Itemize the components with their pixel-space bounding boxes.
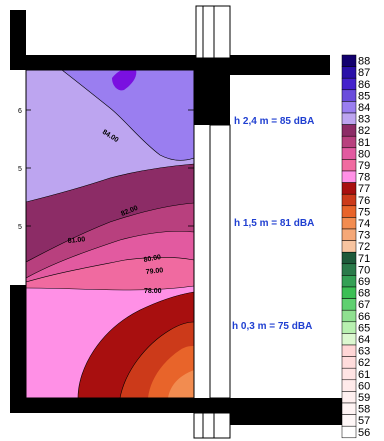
legend-label: 80 <box>358 148 370 160</box>
legend-swatch <box>341 321 357 334</box>
legend-label: 75 <box>358 206 370 218</box>
legend-label: 66 <box>358 311 370 323</box>
region-86 <box>112 70 137 91</box>
legend-label: 87 <box>358 67 370 79</box>
legend-swatch <box>341 182 357 195</box>
legend-swatch <box>341 333 357 346</box>
y-tick-label: 6 <box>18 108 22 115</box>
legend-swatch <box>341 391 357 404</box>
annotation-label: h 0,3 m = 75 dBA <box>232 321 312 332</box>
legend-label: 74 <box>358 218 370 230</box>
blob <box>88 293 104 302</box>
region-74 <box>168 370 194 398</box>
legend-swatch <box>341 367 357 381</box>
legend-swatch <box>341 193 357 207</box>
legend-swatch <box>341 54 357 67</box>
color-legend: 8887868584838281807978777675747372717069… <box>341 54 370 439</box>
legend-label: 78 <box>358 172 370 184</box>
contour-lines <box>26 70 194 398</box>
wall-column <box>193 5 231 439</box>
legend-label: 58 <box>358 404 370 416</box>
legend-swatch <box>341 147 357 160</box>
legend-label: 59 <box>358 392 370 404</box>
legend-label: 71 <box>358 253 370 265</box>
legend-swatch <box>341 101 357 114</box>
legend-swatch <box>341 170 357 183</box>
legend-swatch <box>341 228 357 241</box>
legend-label: 73 <box>358 230 370 242</box>
legend-label: 60 <box>358 380 370 392</box>
legend-label: 70 <box>358 264 370 276</box>
legend-swatch <box>341 77 357 91</box>
legend-swatch <box>341 402 357 415</box>
legend-label: 81 <box>358 137 370 149</box>
building-section <box>10 10 350 425</box>
y-tick-label: 5 <box>18 224 22 231</box>
legend-label: 82 <box>358 125 370 137</box>
legend-label: 77 <box>358 183 370 195</box>
legend-label: 84 <box>358 102 370 114</box>
legend-swatch <box>341 251 357 265</box>
legend-label: 67 <box>358 299 370 311</box>
legend-swatch <box>341 344 357 357</box>
legend-label: 79 <box>358 160 370 172</box>
legend-swatch <box>341 298 357 311</box>
contour-label: 81.00 <box>67 236 85 245</box>
legend-label: 69 <box>358 276 370 288</box>
legend-label: 57 <box>358 415 370 427</box>
legend-swatch <box>341 124 357 137</box>
legend-swatch <box>341 356 357 369</box>
legend-label: 65 <box>358 322 370 334</box>
legend-swatch <box>341 275 357 288</box>
legend-label: 85 <box>358 90 370 102</box>
legend-swatch <box>341 379 357 392</box>
legend-label: 56 <box>358 427 370 439</box>
legend-swatch <box>341 66 357 79</box>
legend-swatch <box>341 135 357 149</box>
legend-label: 72 <box>358 241 370 253</box>
legend-label: 68 <box>358 288 370 300</box>
y-ticks <box>26 64 194 227</box>
legend-label: 83 <box>358 114 370 126</box>
blob <box>58 349 72 361</box>
contour-label: 78.00 <box>144 288 162 295</box>
legend-swatch <box>341 217 357 230</box>
legend-swatch <box>341 159 357 172</box>
legend-swatch <box>341 309 357 323</box>
legend-swatch <box>341 263 357 276</box>
legend-label: 86 <box>358 79 370 91</box>
legend-swatch <box>341 240 357 253</box>
contour-label: 79.00 <box>145 267 163 276</box>
legend-swatch <box>341 89 357 102</box>
contour-map <box>26 70 194 398</box>
legend-label: 62 <box>358 357 370 369</box>
legend-label: 88 <box>358 56 370 68</box>
annotation-label: h 2,4 m = 85 dBA <box>234 116 314 127</box>
region-84 <box>62 70 194 161</box>
legend-swatch <box>341 112 357 125</box>
legend-label: 64 <box>358 334 370 346</box>
legend-swatch <box>341 414 357 427</box>
legend-label: 63 <box>358 346 370 358</box>
legend-label: 61 <box>358 369 370 381</box>
legend-swatch <box>341 286 357 299</box>
contour-label: 80.00 <box>143 254 162 264</box>
annotation-label: h 1,5 m = 81 dBA <box>234 218 314 229</box>
legend-swatch <box>341 425 357 439</box>
y-tick-label: 5 <box>18 166 22 173</box>
legend-label: 76 <box>358 195 370 207</box>
legend-swatch <box>341 205 357 218</box>
